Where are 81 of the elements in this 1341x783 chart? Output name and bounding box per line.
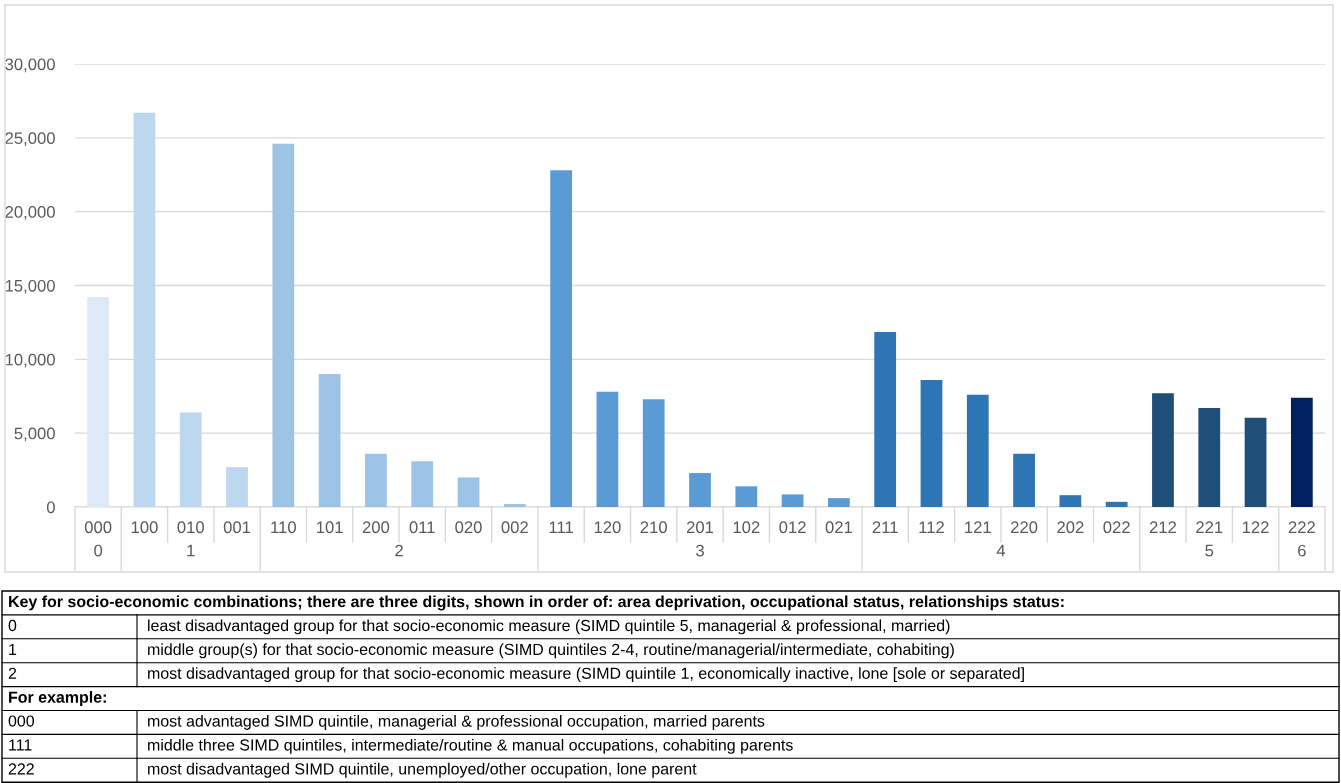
x-tick-label: 021 [825,521,852,534]
text: 6 [1298,544,1306,557]
text: 0 [94,544,103,557]
bar [642,399,665,507]
bar [365,453,387,507]
bar [920,380,943,507]
bar [1290,397,1313,507]
y-tick-label: 25,000 [5,132,55,147]
bar [1013,453,1035,507]
bar [411,461,434,507]
text: 2 [395,544,403,557]
bar [1244,417,1267,507]
text: middle group(s) for that socio-economic measure (SIMD quintiles 2-4, routine/managerial/intermediate, cohabiting) [148,643,954,659]
bar [87,297,110,507]
x-tick-label: 221 [1196,521,1223,533]
bar [966,394,989,507]
bar [828,498,850,507]
x-tick-label: 101 [317,521,343,534]
text: 111 [9,739,32,751]
x-tick-label: 201 [686,521,714,534]
x-tick-label: 002 [501,521,528,534]
x-tick-label: 200 [362,521,390,534]
y-tick-label: 10,000 [5,353,55,368]
x-tick-label: 010 [177,521,204,534]
text: 5 [1205,544,1214,557]
bar [133,112,156,507]
x-tick-label: 112 [919,521,944,533]
x-tick-label: 111 [549,521,573,533]
text: 1 [9,643,17,655]
bar [1105,501,1128,507]
text: least disadvantaged group for that socio-economic measure (SIMD quintile 5, managerial & professional, married) [148,619,950,635]
x-tick-label: 102 [733,521,760,534]
bar [318,374,341,507]
text: 4 [996,544,1006,557]
y-tick-label: 15,000 [5,279,55,294]
x-tick-label: 012 [779,521,806,534]
x-tick-label: 121 [965,521,991,533]
bar [272,143,295,507]
text: 222 [8,763,34,775]
bar [503,504,526,507]
y-tick-label: 20,000 [5,206,55,220]
bar [1198,408,1221,507]
bar [226,467,248,507]
x-tick-label: 100 [131,521,158,534]
bar [457,477,480,507]
text: 3 [696,544,704,557]
x-tick-label: 022 [1103,521,1130,534]
x-tick-label: 202 [1057,521,1084,534]
y-tick-label: 5,000 [14,427,55,442]
bar [179,412,202,507]
text: 000 [8,715,35,727]
text: most advantaged SIMD quintile, managerial & professional occupation, married parents [148,715,765,730]
bar [735,486,758,507]
x-tick-label: 212 [1149,521,1177,533]
text: most disadvantaged group for that socio-economic measure (SIMD quintile 1, economically inactive, lone [sole or separated] [148,667,1024,683]
bar [1059,495,1082,507]
x-tick-label: 110 [271,521,296,534]
x-tick-label: 210 [640,521,667,534]
bar [874,332,897,507]
x-tick-label: 220 [1011,521,1038,534]
y-tick-label: 0 [46,501,55,514]
x-tick-label: 122 [1242,521,1269,533]
y-tick-label: 30,000 [5,58,55,73]
text: 1 [187,544,195,557]
x-tick-label: 020 [455,521,482,534]
x-tick-label: 011 [409,521,435,534]
x-tick-label: 211 [872,521,898,533]
bar [596,391,619,507]
bar [689,473,711,507]
x-tick-label: 120 [594,521,621,534]
text: 2 [8,667,17,679]
text: middle three SIMD quintiles, intermediate/routine & manual occupations, cohabiting parents [148,738,793,754]
text: For example: [9,691,106,706]
x-tick-label: 222 [1288,521,1315,533]
text: most disadvantaged SIMD quintile, unemployed/other occupation, lone parent [148,762,697,778]
bar [781,494,804,507]
bar [550,170,572,507]
bar [1152,393,1174,507]
text: Key for socio-economic combinations; there are three digits, shown in order of: area deprivation, occupational status, relationships status: [9,595,1064,611]
x-tick-label: 000 [84,521,112,534]
x-tick-label: 001 [223,521,251,534]
